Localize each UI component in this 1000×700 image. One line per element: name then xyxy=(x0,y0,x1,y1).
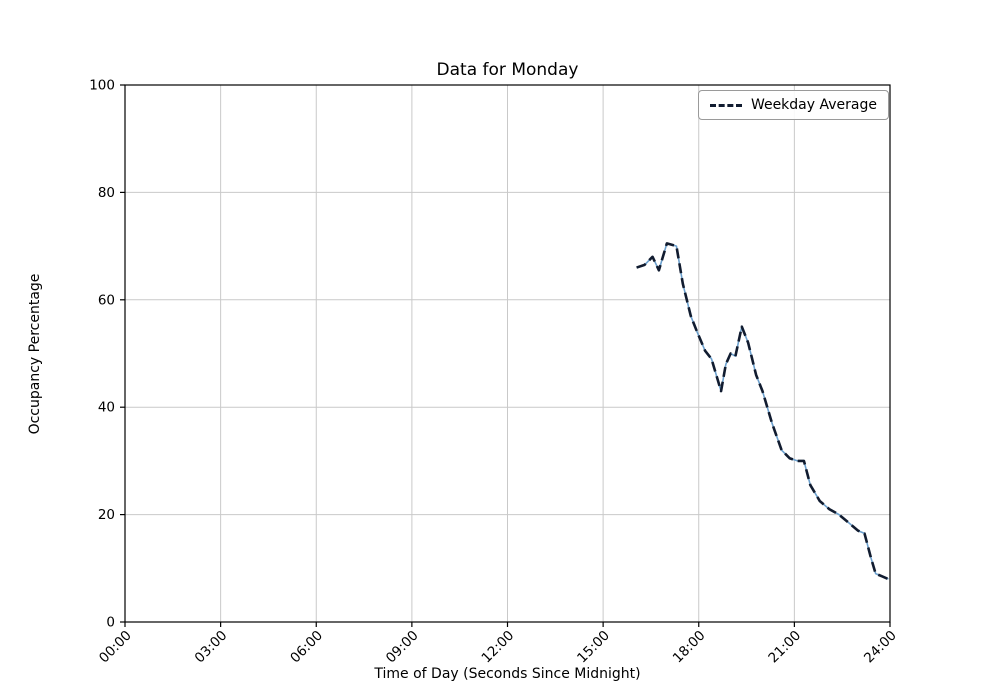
x-axis-label: Time of Day (Seconds Since Midnight) xyxy=(374,666,641,682)
y-tick-label: 40 xyxy=(98,400,115,416)
legend: Weekday Average xyxy=(697,90,889,120)
y-axis-label: Occupancy Percentage xyxy=(27,273,43,435)
x-tick-label: 06:00 xyxy=(287,628,326,667)
monday-line xyxy=(636,242,889,580)
x-tick-label: 03:00 xyxy=(192,628,231,667)
x-tick-label: 00:00 xyxy=(96,628,135,667)
weekday-average-line xyxy=(636,242,889,581)
chart-title: Data for Monday xyxy=(436,60,579,80)
y-tick-label: 100 xyxy=(89,78,115,94)
x-tick-label: 21:00 xyxy=(765,628,804,667)
x-tick-label: 09:00 xyxy=(383,628,422,667)
legend-label: Weekday Average xyxy=(750,97,877,113)
y-tick-label: 0 xyxy=(106,615,115,631)
y-tick-label: 80 xyxy=(98,185,115,201)
dashed-line-icon xyxy=(709,103,742,107)
x-tick-label: 12:00 xyxy=(479,628,518,667)
y-tick-label: 60 xyxy=(98,292,115,308)
y-tick-label: 20 xyxy=(98,507,115,523)
x-tick-label: 18:00 xyxy=(670,628,709,667)
x-tick-label: 24:00 xyxy=(861,628,900,667)
x-tick-label: 15:00 xyxy=(574,628,613,667)
